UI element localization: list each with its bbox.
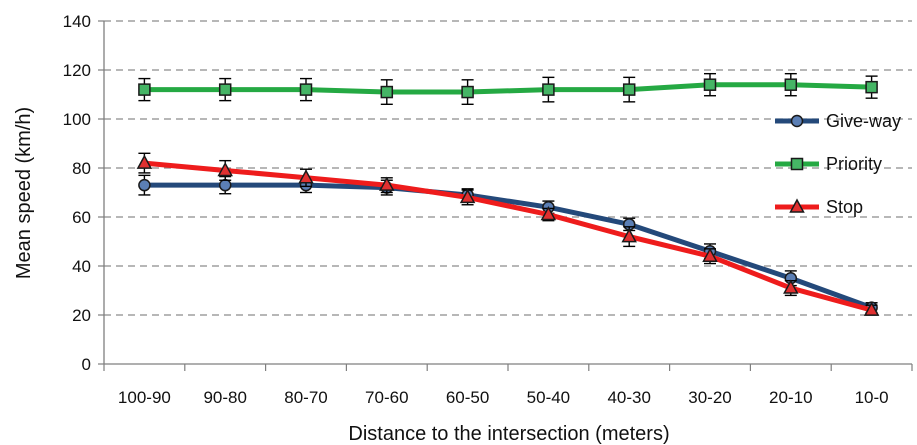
data-point [621,228,637,243]
x-tick-label: 70-60 [365,388,408,407]
series-stop [136,152,880,316]
series-line [141,82,875,95]
data-point [136,154,153,169]
x-tick-label: 90-80 [203,388,246,407]
x-tick-label: 30-20 [688,388,731,407]
data-point [783,279,799,294]
x-tick-label: 40-30 [607,388,650,407]
data-point [702,247,718,262]
x-tick-labels: 100-90 90-80 80-70 70-60 60-50 50-40 40-30 30-2… [118,388,889,407]
data-point [218,83,232,96]
data-point [379,176,395,191]
data-point [863,301,880,316]
data-point [865,80,878,94]
x-tick-label: 60-50 [446,388,489,407]
x-tick-label: 80-70 [284,388,327,407]
legend-item-priority: Priority [775,154,882,174]
series-line [141,160,875,313]
data-point [622,83,636,96]
legend-label: Stop [826,197,863,217]
y-tick-label: 80 [72,159,91,178]
legend-marker [790,114,804,128]
y-tick-labels: 0 20 40 60 80 100 120 140 [63,12,91,374]
x-tick-label: 100-90 [118,388,171,407]
series-line [141,182,875,311]
data-point [218,178,232,192]
data-point [542,83,555,96]
data-point [298,169,314,184]
series-give-way [138,174,878,314]
series-priority [138,72,878,106]
y-axis-title: Mean speed (km/h) [13,107,35,279]
data-point [138,178,151,192]
y-tick-label: 20 [72,306,91,325]
legend-marker [789,198,805,213]
data-point [703,78,717,91]
x-tick-label: 20-10 [769,388,812,407]
x-tick-label: 10-0 [855,388,889,407]
axes [98,20,913,371]
data-point [299,83,313,96]
data-point [380,85,394,99]
y-tick-label: 0 [82,355,91,374]
y-tick-label: 100 [63,110,91,129]
data-point [784,78,798,91]
legend-item-stop: Stop [775,197,863,217]
data-point [217,161,233,177]
legend-label: Priority [826,154,882,174]
legend: Give-way Priority Stop [775,111,901,217]
legend-item-give-way: Give-way [775,111,901,131]
legend-label: Give-way [826,111,901,131]
y-tick-label: 40 [72,257,91,276]
data-point [461,85,474,99]
x-axis-title: Distance to the intersection (meters) [348,423,669,445]
y-tick-label: 60 [72,208,91,227]
x-tick-label: 50-40 [527,388,570,407]
data-point [138,83,151,96]
y-tick-label: 120 [63,61,91,80]
data-point [459,188,476,204]
legend-marker [790,157,804,171]
series-group [136,72,880,316]
y-tick-label: 140 [63,12,91,31]
data-point [540,205,557,221]
